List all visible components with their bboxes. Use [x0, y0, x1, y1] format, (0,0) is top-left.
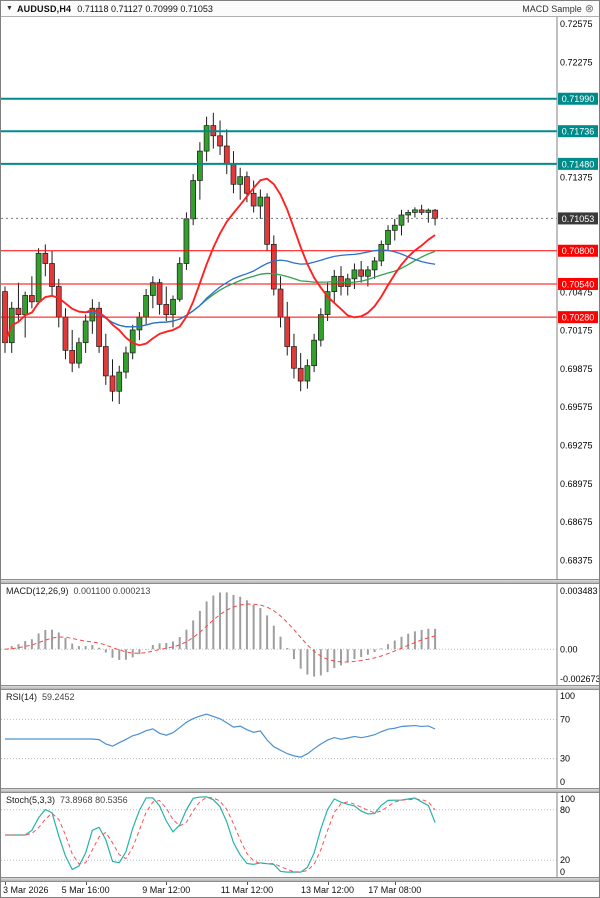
svg-text:0.70280: 0.70280 — [562, 313, 595, 323]
time-axis-tick — [85, 882, 87, 885]
macd-svg: 0.003483 0.00 -0.002673 — [1, 584, 599, 685]
time-axis-label: 3 Mar 2026 — [3, 885, 49, 895]
main-chart-panel[interactable]: 0.72575 0.72275 0.71375 0.70475 0.70175 0.698… — [1, 17, 599, 579]
support-price-tag[interactable] — [558, 277, 598, 290]
time-axis-label: 17 Mar 08:00 — [368, 885, 422, 895]
resistance-price-tag[interactable] — [558, 125, 598, 138]
symbol-dropdown-icon[interactable]: ▼ — [6, 5, 13, 12]
time-axis-tick — [5, 882, 6, 885]
svg-text:80: 80 — [560, 805, 570, 815]
svg-text:0.72275: 0.72275 — [560, 57, 593, 67]
panel-splitter[interactable] — [1, 877, 599, 882]
svg-text:20: 20 — [560, 855, 570, 865]
svg-text:-0.002673: -0.002673 — [560, 674, 599, 684]
macd-signal-line — [4, 603, 436, 663]
svg-text:0.71375: 0.71375 — [560, 172, 593, 182]
time-axis-label: 11 Mar 12:00 — [220, 885, 274, 895]
rsi-panel[interactable]: RSI(14) 59.2452 100 70 30 0 — [1, 690, 599, 788]
svg-text:0.71053: 0.71053 — [562, 214, 595, 224]
time-axis-tick — [166, 882, 168, 885]
stoch-d-line — [5, 796, 436, 873]
svg-text:0.69875: 0.69875 — [560, 364, 593, 374]
svg-text:0.70175: 0.70175 — [560, 326, 593, 336]
svg-text:0.70540: 0.70540 — [562, 279, 595, 289]
svg-text:0.69275: 0.69275 — [560, 441, 593, 451]
price-scale[interactable]: 0.72575 0.72275 0.71375 0.70475 0.70175 0.698… — [560, 19, 593, 565]
svg-text:100: 100 — [560, 794, 575, 804]
resistance-price-tag[interactable] — [558, 92, 598, 105]
time-axis-label: 5 Mar 16:00 — [61, 885, 110, 895]
svg-text:0: 0 — [560, 867, 565, 877]
panel-splitter[interactable] — [1, 788, 599, 793]
ma-green-line[interactable] — [4, 250, 436, 343]
time-axis-label: 13 Mar 12:00 — [301, 885, 355, 895]
time-axis-label: 9 Mar 12:00 — [142, 885, 191, 895]
time-axis[interactable]: 3 Mar 2026 5 Mar 16:00 9 Mar 12:00 11 Mar 1… — [1, 882, 599, 897]
svg-text:0: 0 — [560, 777, 565, 787]
candlesticks[interactable] — [2, 112, 438, 405]
rsi-svg: 100 70 30 0 — [1, 690, 575, 788]
svg-text:0.71736: 0.71736 — [562, 127, 595, 137]
svg-text:0.68375: 0.68375 — [560, 555, 593, 565]
support-price-tag[interactable] — [558, 244, 598, 257]
resistance-price-tag[interactable] — [558, 157, 598, 170]
rsi-line — [5, 713, 436, 758]
time-axis-tick — [394, 882, 396, 885]
svg-text:0.003483: 0.003483 — [560, 586, 598, 596]
stoch-k-line — [5, 796, 436, 873]
ma-blue-line[interactable] — [4, 249, 436, 343]
ea-name-label: MACD Sample — [522, 3, 582, 14]
current-price-tag[interactable] — [558, 212, 598, 225]
svg-text:0.00: 0.00 — [560, 644, 578, 654]
support-price-tag[interactable] — [558, 311, 598, 324]
svg-text:0.69575: 0.69575 — [560, 402, 593, 412]
macd-panel[interactable]: MACD(12,26,9) 0.001100 0.000213 0.003483 0… — [1, 584, 599, 685]
svg-text:0.71480: 0.71480 — [562, 159, 595, 169]
chart-header: ▼ AUDUSD,H4 0.71118 0.71127 0.70999 0.71… — [1, 1, 599, 17]
ma-red-line[interactable] — [4, 177, 436, 347]
symbol-label: AUDUSD,H4 — [16, 3, 72, 14]
svg-text:0.70475: 0.70475 — [560, 287, 593, 297]
svg-text:0.72575: 0.72575 — [560, 19, 593, 29]
panel-splitter[interactable] — [1, 579, 599, 584]
svg-text:70: 70 — [560, 714, 570, 724]
ohlc-label: 0.71118 0.71127 0.70999 0.71053 — [77, 3, 213, 14]
svg-text:30: 30 — [560, 754, 570, 764]
svg-text:0.68975: 0.68975 — [560, 479, 593, 489]
svg-text:0.68675: 0.68675 — [560, 517, 593, 527]
time-axis-tick — [246, 882, 248, 885]
svg-text:0.71990: 0.71990 — [562, 94, 595, 104]
panel-splitter[interactable] — [1, 685, 599, 690]
svg-text:100: 100 — [560, 691, 575, 701]
time-axis-tick — [327, 882, 329, 885]
svg-text:0.70800: 0.70800 — [562, 246, 595, 256]
macd-histogram — [10, 592, 437, 677]
main-chart-svg: 0.72575 0.72275 0.71375 0.70475 0.70175 0.698… — [1, 17, 598, 579]
stoch-panel[interactable]: Stoch(5,3,3) 73.8968 80.5356 100 80 20 0 — [1, 793, 599, 877]
ea-status-icon[interactable]: ⊗ — [584, 2, 594, 15]
